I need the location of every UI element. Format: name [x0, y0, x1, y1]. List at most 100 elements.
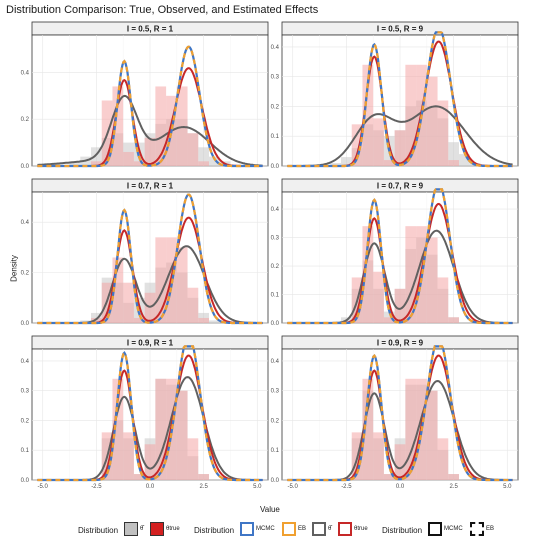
legend-label-true-2: θtrue	[354, 526, 368, 532]
facet-2-bar-true-7	[394, 130, 406, 166]
facet-2-bar-true-4	[362, 64, 374, 166]
facet-5-bar-true-6	[133, 474, 145, 480]
facet-6-y-tick-0: 0.0	[271, 478, 280, 484]
facet-5-x-tick-2: 0.0	[146, 484, 155, 490]
facet-6-bar-true-12	[448, 474, 459, 480]
facet-3-bar-true-4	[112, 257, 124, 323]
facet-5-y-tick-4: 0.4	[21, 359, 30, 365]
facet-3-bar-observed-13	[209, 320, 220, 323]
facet-6-x-tick-2: 0.0	[396, 484, 405, 490]
facet-5-bar-true-7	[144, 444, 156, 480]
facet-4-bar-true-8	[405, 226, 417, 323]
facet-2-y-tick-3: 0.3	[271, 75, 280, 81]
facet-4-y-tick-3: 0.3	[271, 236, 280, 242]
legend-label-mcmc: MCMC	[256, 526, 275, 532]
x-axis-label: Value	[260, 505, 280, 514]
facet-2-y-tick-0: 0.0	[271, 164, 280, 170]
facet-5-bar-true-8	[155, 378, 167, 480]
legend-title-linetype: Distribution	[382, 526, 423, 535]
facet-6-bar-true-11	[437, 438, 449, 480]
facet-1-line-observed	[37, 94, 263, 167]
legend-key-mcmc-linetype	[428, 522, 442, 536]
facet-5-strip-label: I = 0.9, R = 1	[127, 339, 174, 348]
facet-3-bar-true-7	[144, 292, 156, 323]
facet-1-bar-true-11	[187, 133, 199, 166]
legend-key-observed-colour	[312, 522, 326, 536]
facet-6-bar-true-7	[394, 444, 406, 480]
facet-2-y-tick-2: 0.2	[271, 104, 280, 110]
facet-4-y-tick-4: 0.4	[271, 207, 280, 213]
facet-6-x-tick-0: -5.0	[288, 484, 299, 490]
facet-5-bar-true-11	[187, 438, 199, 480]
facet-1-strip-label: I = 0.5, R = 1	[127, 25, 174, 34]
facet-3-bar-true-2	[91, 317, 102, 323]
facet-1-line-eb	[37, 45, 263, 168]
facet-1-bar-true-4	[112, 86, 124, 166]
facet-2-bar-true-6	[383, 160, 395, 166]
facet-1-bar-true-8	[155, 86, 167, 166]
facet-plot: I = 0.5, R = 1 0.0 0.2 0.4 I = 0.5, R = 9 0.0…	[21, 21, 519, 490]
facet-5-x-tick-3: 2.5	[199, 484, 208, 490]
facet-3-line-eb	[37, 193, 263, 325]
legend: Distribution θ̂ θtrue Distribution MCMC …	[0, 521, 550, 543]
facet-3-strip-label: I = 0.7, R = 1	[127, 182, 174, 191]
facet-6-bar-true-8	[405, 378, 417, 480]
facet-5-x-tick-1: -2.5	[91, 484, 102, 490]
facet-6-strip-label: I = 0.9, R = 9	[377, 339, 424, 348]
facet-4-bar-true-6	[383, 317, 395, 323]
facet-1-bar-observed-13	[209, 156, 220, 166]
legend-key-true-fill	[150, 522, 164, 536]
facet-6-line-eb	[287, 345, 513, 482]
facet-2-bar-observed-13	[459, 154, 470, 166]
facet-4-bar-true-11	[437, 277, 449, 323]
facet-2-bar-true-8	[405, 64, 417, 166]
legend-key-eb-linetype	[470, 522, 484, 536]
facet-4-y-tick-0: 0.0	[271, 321, 280, 327]
legend-label-eb: EB	[298, 526, 307, 532]
facet-5-y-tick-3: 0.3	[21, 389, 30, 395]
facet-1-bar-true-2	[91, 161, 102, 166]
facet-4-bar-true-5	[373, 271, 384, 323]
facet-1-y-tick-0: 0.0	[21, 164, 30, 170]
legend-key-observed-fill	[124, 522, 138, 536]
facet-4-bar-true-10	[426, 237, 438, 323]
facet-3-bar-true-5	[123, 282, 134, 323]
facet-3-y-tick-2: 0.4	[21, 220, 30, 226]
chart-title: Distribution Comparison: True, Observed,…	[6, 4, 319, 16]
facet-6-bar-true-4	[362, 378, 374, 480]
facet-5-bar-true-5	[123, 432, 134, 480]
facet-2-line-observed	[287, 105, 513, 167]
facet-1-bar-observed-2	[91, 147, 102, 166]
facet-6-bar-true-10	[426, 390, 438, 480]
facet-1-y-tick-1: 0.2	[21, 117, 30, 123]
facet-1-bar-observed-0	[69, 161, 81, 166]
facet-4-bar-true-7	[394, 288, 406, 323]
facet-3-bar-true-12	[198, 317, 209, 323]
facet-3-bar-true-6	[133, 317, 145, 323]
facet-2-bar-observed-12	[448, 142, 459, 166]
legend-title-fill: Distribution	[78, 526, 119, 535]
facet-6-y-tick-1: 0.1	[271, 448, 280, 454]
facet-5-bar-true-10	[176, 390, 188, 480]
facet-5-x-tick-4: 5.0	[253, 484, 262, 490]
facet-2-bar-observed-2	[341, 157, 352, 166]
legend-label-mcmc-2: MCMC	[444, 526, 463, 532]
facet-6-x-tick-1: -2.5	[341, 484, 352, 490]
facet-4-bar-true-12	[448, 317, 459, 323]
facet-1-bar-true-6	[133, 161, 145, 166]
facet-1-bar-true-7	[144, 137, 156, 166]
facet-3-bar-true-11	[187, 287, 199, 323]
facet-5-y-tick-0: 0.0	[21, 478, 30, 484]
legend-key-mcmc-colour	[240, 522, 254, 536]
facet-1-y-tick-2: 0.4	[21, 70, 30, 76]
facet-6-x-tick-3: 2.5	[449, 484, 458, 490]
legend-title-colour: Distribution	[194, 526, 235, 535]
legend-label-observed-2: θ̂	[328, 526, 332, 532]
legend-key-eb-colour	[282, 522, 296, 536]
facet-3-bar-true-10	[176, 247, 188, 323]
facet-6-y-tick-4: 0.4	[271, 359, 280, 365]
facet-2-bar-true-5	[373, 118, 384, 166]
facet-2-y-tick-1: 0.1	[271, 134, 280, 140]
facet-4-strip-label: I = 0.7, R = 9	[377, 182, 424, 191]
facet-3-y-tick-1: 0.2	[21, 271, 30, 277]
